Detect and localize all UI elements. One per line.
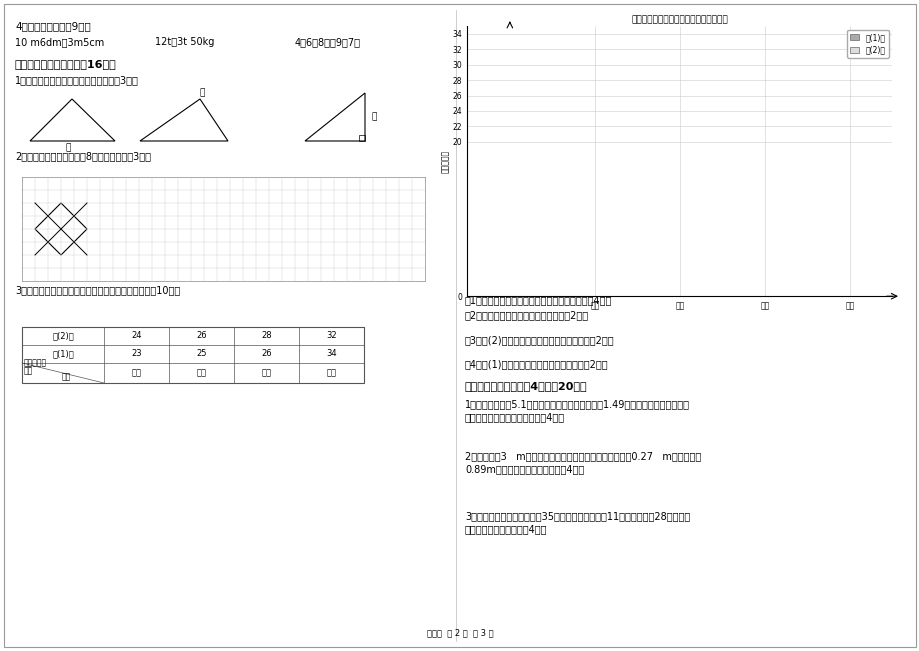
Text: 26: 26: [196, 331, 207, 340]
Text: 月份: 月份: [62, 372, 71, 381]
Text: 32: 32: [326, 331, 336, 340]
Y-axis label: 数量（个）: 数量（个）: [440, 150, 449, 173]
Text: 1、画出下面每个三角形底边上的高。（3分）: 1、画出下面每个三角形底边上的高。（3分）: [15, 75, 139, 85]
Text: 24: 24: [131, 331, 142, 340]
Text: 12t－3t 50kg: 12t－3t 50kg: [154, 37, 214, 47]
Text: 小园数  第 2 页  共 3 页: 小园数 第 2 页 共 3 页: [426, 628, 493, 637]
Text: 底: 底: [65, 143, 71, 152]
Legend: 四(1)班, 四(2)班: 四(1)班, 四(2)班: [846, 30, 888, 58]
Text: （2）你能得到哪些信息？（写两条）（2分）: （2）你能得到哪些信息？（写两条）（2分）: [464, 310, 588, 320]
Text: 班级: 班级: [24, 366, 33, 375]
Text: 五、看图按要求做题。（16分）: 五、看图按要求做题。（16分）: [15, 59, 117, 69]
Text: 每天卖出多少箱水果？（4分）: 每天卖出多少箱水果？（4分）: [464, 524, 547, 534]
Text: 2、把一根长3   m的竹竿垂直放入水池中，竹竿入泥部分是0.27   m，露出水面: 2、把一根长3 m的竹竿垂直放入水池中，竹竿入泥部分是0.27 m，露出水面: [464, 451, 700, 461]
Text: 陆地面积多多少亿平方千米？（4分）: 陆地面积多多少亿平方千米？（4分）: [464, 412, 564, 422]
Text: 六月: 六月: [261, 368, 271, 378]
Text: 4元6角8分＋9元7分: 4元6角8分＋9元7分: [295, 37, 360, 47]
Text: （3）四(2)班四个月一共回收多少个易拉罐？（2分）: （3）四(2)班四个月一共回收多少个易拉罐？（2分）: [464, 335, 614, 345]
Text: 四月: 四月: [131, 368, 142, 378]
Text: 10 m6dm－3m5cm: 10 m6dm－3m5cm: [15, 37, 104, 47]
Title: 育才小学四年级两个班回收易拉罐统计图: 育才小学四年级两个班回收易拉罐统计图: [630, 15, 728, 24]
Text: 七月: 七月: [326, 368, 336, 378]
Text: 34: 34: [326, 350, 336, 359]
Text: 3、育才小学四年级两个班回收易拉罐情况如下表。（10分）: 3、育才小学四年级两个班回收易拉罐情况如下表。（10分）: [15, 285, 180, 295]
Text: 26: 26: [261, 350, 271, 359]
Text: 23: 23: [131, 350, 142, 359]
Text: 28: 28: [261, 331, 271, 340]
Text: （4）四(1)班平均每月回收多少个易拉罐？（2分）: （4）四(1)班平均每月回收多少个易拉罐？（2分）: [464, 359, 608, 369]
Text: 五月: 五月: [197, 368, 206, 378]
Text: 底: 底: [199, 88, 205, 97]
Bar: [22, 327, 364, 383]
Text: 0.89m。水池中的水深多少米？（4分）: 0.89m。水池中的水深多少米？（4分）: [464, 464, 584, 474]
Text: 4、用小数计算。（9分）: 4、用小数计算。（9分）: [15, 21, 91, 31]
Text: 底: 底: [371, 112, 377, 121]
Text: 2、在方格里画出向右平移8格后的图形。（3分）: 2、在方格里画出向右平移8格后的图形。（3分）: [15, 151, 151, 161]
Text: 数量（个）: 数量（个）: [24, 358, 47, 367]
Text: 四(1)班: 四(1)班: [52, 350, 74, 359]
Text: 25: 25: [196, 350, 207, 359]
Text: 3、水果超市第一天卖出水果35箱，第二天上午卖出11箱，下午卖出28箱。平均: 3、水果超市第一天卖出水果35箱，第二天上午卖出11箱，下午卖出28箱。平均: [464, 511, 689, 521]
Bar: [358, 135, 365, 141]
Text: 1、地球表面积是5.1亿平方千米，其中陆地面积是1.49亿平方千米。海洋面积比: 1、地球表面积是5.1亿平方千米，其中陆地面积是1.49亿平方千米。海洋面积比: [464, 399, 689, 409]
Text: 六、解决问题。（每题4分，共20分）: 六、解决问题。（每题4分，共20分）: [464, 381, 587, 391]
Text: （1）根据统计表完成上面的复式条形统计图。（4分）: （1）根据统计表完成上面的复式条形统计图。（4分）: [464, 295, 612, 305]
Text: 四(2)班: 四(2)班: [52, 331, 74, 340]
